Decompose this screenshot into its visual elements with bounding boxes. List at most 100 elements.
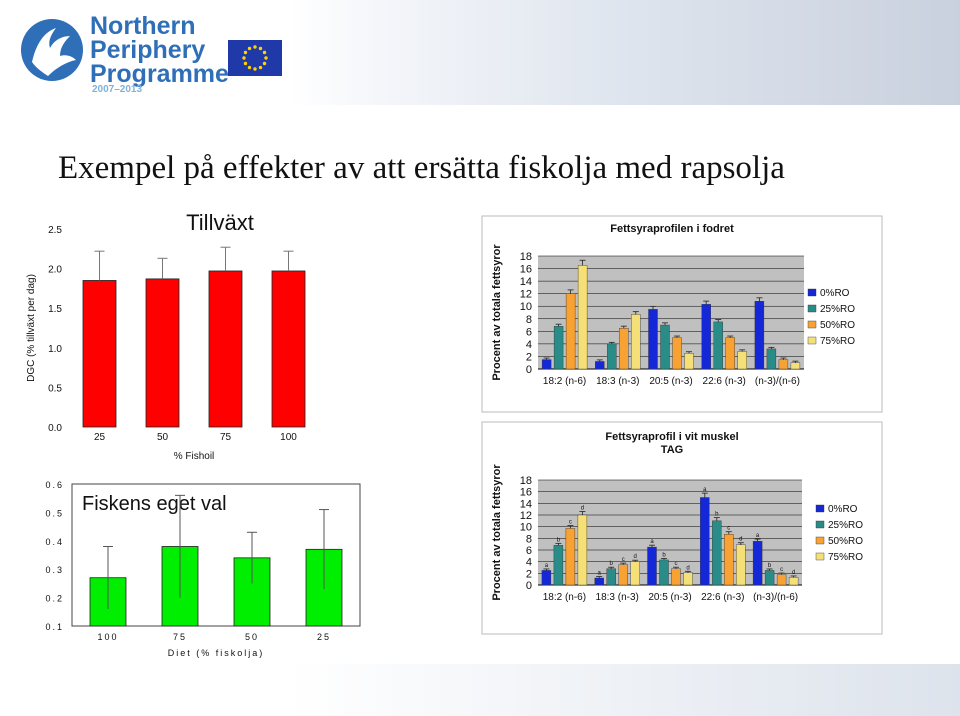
feed-xtick-label: (n-3)/(n-6) [755,376,800,387]
muscle-significance-letter: c [727,526,730,532]
muscle-legend-swatch [815,504,825,513]
feed-bar [553,326,564,370]
eu-star-icon [243,61,248,66]
feed-legend-swatch [807,336,817,345]
eu-star-icon [243,50,248,55]
muscle-title: Fettsyraprofil i vit muskel [605,431,738,443]
muscle-significance-letter: d [634,554,637,560]
feed-fatty-acid-chart: Fettsyraprofilen i fodret024681012141618… [481,215,883,413]
feed-title: Fettsyraprofilen i fodret [610,223,734,235]
muscle-legend-swatch [815,520,825,529]
feed-legend-label: 75%RO [820,336,855,347]
feed-ytick-label: 18 [520,251,532,263]
feed-bar [541,359,552,370]
feed-bar [713,321,723,370]
muscle-significance-letter: c [675,561,678,567]
muscle-legend-label: 0%RO [828,504,858,515]
choice-ytick-label: 0.6 [45,480,64,490]
muscle-ytick-label: 16 [520,487,532,499]
feed-bar [577,265,588,370]
muscle-significance-letter: a [756,533,760,539]
muscle-fatty-acid-chart: Fettsyraprofil i vit muskelTAG0246810121… [481,421,883,635]
feed-bar [565,293,576,370]
growth-xtick-label: 75 [220,432,232,443]
footer-band [0,664,960,716]
feed-legend-swatch [807,320,817,329]
muscle-bar [776,574,787,586]
feed-bar [648,309,658,370]
feed-bar [778,359,789,370]
choice-ytick-label: 0.4 [45,537,64,547]
muscle-ytick-label: 6 [526,545,532,557]
eu-star-icon [262,50,267,55]
muscle-significance-letter: a [703,487,707,493]
muscle-bar [712,520,722,586]
muscle-bar [736,544,746,586]
muscle-ytick-label: 8 [526,533,532,545]
muscle-significance-letter: d [739,537,742,543]
feed-ylabel: Procent av totala fettsyror [491,244,503,381]
feed-ytick-label: 4 [526,339,532,351]
muscle-ytick-label: 18 [520,475,532,487]
muscle-significance-letter: a [598,571,602,577]
muscle-bar [565,528,576,586]
growth-ytick-label: 1.5 [48,304,62,315]
feed-ytick-label: 2 [526,351,532,363]
choice-ytick-label: 0.3 [45,565,64,575]
muscle-ytick-label: 0 [526,580,532,592]
muscle-bar [594,577,604,586]
muscle-xtick-label: 22:6 (n-3) [701,592,744,603]
growth-ytick-label: 2.0 [48,265,62,276]
muscle-ytick-label: 10 [520,522,532,534]
growth-xtick-label: 100 [280,432,297,443]
muscle-bar [541,570,552,586]
feed-legend-label: 50%RO [820,320,855,331]
feed-bar [619,327,629,370]
eu-star-icon [258,46,263,51]
choice-ytick-label: 0.1 [45,622,64,632]
muscle-bar [606,568,616,586]
muscle-bar [788,577,799,586]
eu-star-icon [247,46,252,51]
feed-legend-label: 25%RO [820,304,855,315]
muscle-bar [671,568,681,586]
muscle-xtick-label: (n-3)/(n-6) [753,592,798,603]
logo-wordmark: Northern Periphery Programme [90,12,229,88]
feed-xtick-label: 18:2 (n-6) [543,376,586,387]
feed-bar [737,351,747,370]
muscle-legend-label: 75%RO [828,552,863,563]
muscle-significance-letter: b [557,537,561,543]
muscle-xtick-label: 18:2 (n-6) [543,592,586,603]
logo-line-1: Northern [90,12,196,40]
muscle-legend-label: 50%RO [828,536,863,547]
feed-bar [607,343,617,370]
feed-ytick-label: 10 [520,301,532,313]
muscle-significance-letter: d [686,565,689,571]
muscle-plot-area [538,480,802,585]
logo-emblem-icon [21,19,83,81]
muscle-bar [647,546,657,586]
muscle-legend-swatch [815,536,825,545]
feed-ytick-label: 12 [520,289,532,301]
eu-star-icon [253,45,257,49]
growth-ylabel: DGC (% tillväxt per dag) [26,274,37,382]
choice-xtick-label: 100 [97,632,118,642]
muscle-significance-letter: b [610,561,614,567]
muscle-significance-letter: c [569,520,572,526]
slide-title: Exempel på effekter av att ersätta fisko… [58,150,785,186]
muscle-bar [630,561,640,586]
muscle-bar [659,559,669,586]
feed-xtick-label: 20:5 (n-3) [649,376,692,387]
muscle-ytick-label: 12 [520,510,532,522]
muscle-xtick-label: 18:3 (n-3) [596,592,639,603]
muscle-bar [764,570,775,586]
choice-xtick-label: 50 [245,632,259,642]
eu-flag-icon [228,40,282,76]
logo-line-3: Programme [90,60,229,88]
muscle-significance-letter: b [768,563,772,569]
growth-ytick-label: 1.0 [48,344,62,355]
choice-xlabel: Diet (% fiskolja) [168,648,265,658]
muscle-bar [752,541,763,586]
feed-legend-swatch [807,304,817,313]
feed-bar [595,361,605,370]
